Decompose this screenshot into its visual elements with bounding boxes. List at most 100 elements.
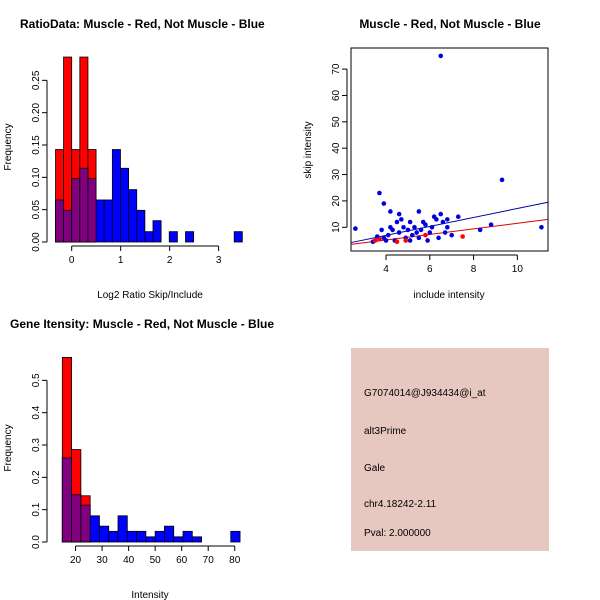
scatter-point-muscle [460, 234, 465, 239]
ratio-histogram-notmuscle-bar [120, 167, 130, 243]
scatter-point-not-muscle [416, 235, 422, 241]
ratio-histogram-notmuscle-bar [95, 199, 105, 243]
ratio-histogram-notmuscle-bar [103, 199, 113, 243]
intensity-histogram-y-tick-label: 0.0 [31, 535, 42, 549]
scatter-y-tick-label: 60 [331, 89, 342, 101]
ratio-histogram-notmuscle-bar [233, 231, 243, 243]
scatter-axes: 4 6 8 10 10 20 30 40 50 60 70 [331, 63, 523, 275]
scatter-point-not-muscle [445, 217, 450, 222]
ratio-histogram-overlap-bar [79, 167, 89, 243]
intensity-histogram-y-tick-label: 0.1 [31, 502, 42, 516]
intensity-histogram-x-tick-label: 30 [97, 555, 109, 566]
intensity-histogram-y-tick-label: 0.5 [31, 373, 42, 387]
scatter-point-not-muscle [438, 53, 444, 59]
scatter-xlabel: include intensity [413, 290, 484, 301]
scatter-point-not-muscle [401, 224, 406, 230]
intensity-histogram-notmuscle-bar [136, 530, 147, 543]
scatter-point-not-muscle [388, 209, 393, 214]
intensity-histogram-x-tick-label: 20 [70, 555, 82, 566]
ratio-histogram-notmuscle-bar [168, 231, 178, 243]
gene-info-pval: Pval: 2.000000 [364, 528, 431, 539]
ratio-histogram-overlap-bar [55, 199, 65, 243]
scatter-point-not-muscle [396, 211, 402, 217]
scatter-y-tick-label: 70 [331, 63, 342, 75]
intensity-histogram-x-tick-label: 70 [203, 555, 215, 566]
gene-info-gene-name: Gale [364, 463, 386, 474]
scatter-x-tick-label: 6 [427, 264, 433, 275]
ratio-histogram-notmuscle-bar [128, 189, 138, 243]
ratio-histogram-notmuscle-bar [111, 149, 121, 243]
intensity-histogram-xlabel: Intensity [131, 590, 168, 600]
scatter-plot-frame [350, 47, 549, 252]
scatter-x-tick-label: 10 [512, 264, 524, 275]
scatter-point-not-muscle [414, 230, 419, 235]
scatter-point-not-muscle [381, 235, 387, 241]
intensity-histogram-notmuscle-bar [89, 515, 100, 543]
intensity-histogram-bars [61, 356, 241, 543]
scatter-point-not-muscle [442, 230, 448, 235]
intensity-histogram-x-tick-label: 50 [150, 555, 162, 566]
scatter-point-not-muscle [381, 201, 387, 206]
intensity-histogram-notmuscle-bar [117, 515, 128, 543]
scatter-point-not-muscle [499, 177, 505, 183]
ratio-histogram-overlap-bar [71, 178, 81, 243]
ratio-histogram-notmuscle-bar [136, 209, 146, 243]
scatter-point-not-muscle [394, 219, 400, 225]
gene-info-background [351, 348, 549, 551]
ratio-histogram-y-tick-label: 0.00 [31, 232, 42, 252]
scatter-point-not-muscle [427, 230, 433, 235]
scatter-point-not-muscle [539, 224, 544, 230]
ratio-histogram-y-tick-label: 0.10 [31, 167, 42, 187]
scatter-points [353, 53, 544, 245]
ratio-histogram-x-tick-label: 2 [167, 255, 173, 266]
scatter-fit-line-not-muscle [350, 201, 549, 244]
scatter-point-not-muscle [353, 226, 358, 231]
intensity-scatter-panel: Muscle - Red, Not Muscle - Blue 4 6 8 10 10 2… [303, 17, 549, 301]
ratio-histogram-x-tick-label: 1 [118, 255, 124, 266]
intensity-histogram-x-tick-label: 40 [123, 555, 135, 566]
intensity-histogram-notmuscle-bar [145, 536, 156, 543]
scatter-point-not-muscle [396, 230, 402, 235]
intensity-histogram-notmuscle-bar [230, 530, 241, 543]
ratio-histogram-notmuscle-bar [144, 231, 154, 243]
scatter-title: Muscle - Red, Not Muscle - Blue [359, 17, 541, 31]
scatter-point-not-muscle [429, 224, 435, 230]
scatter-point-muscle [394, 239, 400, 245]
scatter-point-not-muscle [407, 238, 413, 243]
scatter-y-tick-label: 40 [331, 142, 342, 154]
scatter-y-tick-label: 30 [331, 169, 342, 181]
intensity-histogram-y-tick-label: 0.3 [31, 438, 42, 452]
scatter-point-not-muscle [388, 224, 393, 230]
scatter-point-not-muscle [405, 227, 411, 233]
gene-info-probe-id: G7074014@J934434@i_at [364, 388, 486, 399]
intensity-histogram-notmuscle-bar [108, 530, 119, 543]
ratio-histogram-xlabel: Log2 Ratio Skip/Include [97, 290, 203, 301]
scatter-point-not-muscle [455, 214, 461, 220]
intensity-histogram-title: Gene Itensity: Muscle - Red, Not Muscle … [10, 317, 274, 331]
ratio-histogram-overlap-bar [87, 178, 97, 243]
scatter-point-not-muscle [425, 238, 430, 243]
scatter-point-not-muscle [440, 219, 446, 225]
scatter-point-not-muscle [407, 219, 413, 225]
ratio-histogram-y-tick-label: 0.05 [31, 199, 42, 219]
scatter-point-not-muscle [423, 222, 428, 227]
ratio-histogram-ylabel: Frequency [3, 123, 14, 170]
intensity-histogram-overlap-bar [80, 504, 91, 543]
scatter-point-not-muscle [418, 227, 424, 233]
intensity-histogram-y-tick-label: 0.4 [31, 405, 42, 419]
intensity-histogram-notmuscle-bar [154, 530, 165, 543]
scatter-point-muscle [403, 238, 409, 243]
ratio-histogram-y-tick-label: 0.15 [31, 135, 42, 155]
scatter-point-not-muscle [436, 235, 441, 241]
scatter-point-muscle [377, 236, 382, 242]
scatter-point-not-muscle [412, 224, 417, 230]
scatter-point-not-muscle [445, 224, 450, 230]
intensity-histogram-x-tick-label: 60 [176, 555, 188, 566]
intensity-histogram-x-tick-label: 80 [229, 555, 241, 566]
ratio-histogram-overlap-bar [63, 209, 73, 243]
ratio-histogram-bars [55, 56, 243, 243]
scatter-ylabel: skip intensity [303, 121, 314, 178]
scatter-y-tick-label: 20 [331, 195, 342, 207]
scatter-x-tick-label: 8 [471, 264, 477, 275]
gene-info-event-type: alt3Prime [364, 426, 407, 437]
